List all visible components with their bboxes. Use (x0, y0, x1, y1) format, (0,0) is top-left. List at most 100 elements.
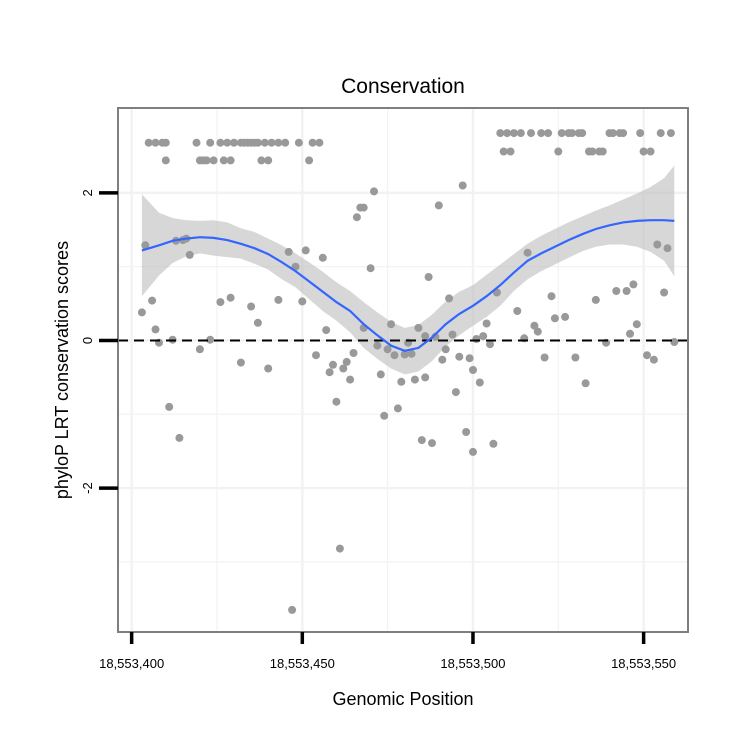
y-tick-label: -2 (80, 482, 95, 494)
data-point (612, 287, 621, 295)
data-point (469, 366, 477, 374)
data-point (407, 349, 416, 358)
data-point (496, 129, 505, 138)
data-point (281, 138, 290, 147)
data-point (141, 241, 150, 250)
data-point (349, 349, 358, 357)
data-point (421, 373, 430, 382)
data-point (397, 377, 406, 386)
data-point (489, 439, 498, 448)
plot-border-layer (117, 107, 689, 633)
data-point (646, 147, 655, 156)
data-point (499, 147, 508, 156)
smooth-line (141, 219, 675, 352)
data-point (660, 288, 669, 297)
data-point (322, 326, 331, 335)
data-point (274, 295, 283, 304)
data-point (475, 378, 484, 387)
data-point (342, 357, 351, 366)
data-point (527, 129, 535, 138)
data-point (513, 307, 522, 315)
data-point (264, 156, 273, 165)
data-point (462, 428, 471, 436)
data-point (588, 147, 597, 156)
data-point (216, 138, 225, 147)
data-point (469, 447, 477, 456)
data-point (335, 544, 344, 553)
data-point (370, 187, 378, 196)
data-point (639, 147, 648, 156)
data-point (445, 294, 454, 303)
smooth-line-layer (141, 219, 675, 352)
data-point (516, 129, 525, 138)
data-point (308, 138, 317, 147)
data-point (506, 147, 515, 156)
data-point (554, 147, 563, 156)
data-point (578, 129, 587, 138)
data-point (226, 156, 235, 165)
y-tick-label: 0 (80, 337, 95, 344)
x-axis: 18,553,400 18,553,450 18,553,500 18,553,550 (99, 632, 676, 671)
data-point (653, 240, 662, 249)
data-point (380, 411, 389, 420)
x-tick-label: 18,553,450 (270, 656, 335, 671)
data-point (523, 248, 532, 257)
data-point (557, 129, 566, 138)
data-point (329, 360, 337, 369)
chart-title: Conservation (341, 75, 465, 98)
plot-border (117, 107, 689, 633)
points-layer (137, 129, 679, 614)
data-point (428, 439, 436, 448)
data-point (533, 327, 542, 336)
data-point (346, 375, 355, 384)
data-point (509, 129, 518, 138)
data-point (298, 297, 307, 306)
data-point (185, 250, 194, 259)
x-axis-label: Genomic Position (332, 689, 473, 709)
data-point (458, 181, 467, 190)
data-point (387, 320, 396, 329)
data-point (619, 129, 628, 138)
data-point (165, 402, 174, 411)
data-point (451, 388, 460, 397)
data-point (434, 201, 443, 210)
data-point (175, 433, 184, 442)
data-point (144, 138, 153, 147)
data-point (151, 138, 160, 147)
data-point (202, 156, 211, 165)
x-tick-label: 18,553,400 (99, 656, 164, 671)
data-point (663, 244, 672, 253)
data-point (400, 350, 409, 359)
data-point (253, 318, 262, 327)
data-point (260, 138, 269, 147)
data-point (325, 368, 334, 377)
data-point (284, 247, 293, 256)
data-point (441, 345, 450, 354)
data-point (632, 320, 641, 329)
data-point (230, 138, 238, 147)
data-point (643, 351, 651, 360)
grid-lines (118, 108, 688, 632)
data-point (571, 353, 580, 362)
data-point (421, 332, 430, 341)
data-point (206, 138, 215, 147)
confidence-ribbon-layer (141, 165, 675, 375)
data-point (537, 129, 546, 138)
data-point (373, 341, 382, 350)
data-point (288, 605, 297, 614)
data-point (192, 138, 201, 147)
data-point (312, 351, 320, 360)
data-point (359, 203, 368, 212)
data-point (547, 292, 556, 301)
data-point (253, 138, 262, 147)
data-point (137, 308, 146, 317)
x-tick-label: 18,553,550 (611, 656, 676, 671)
data-point (294, 138, 303, 147)
y-tick-label: 2 (80, 189, 95, 196)
data-point (216, 298, 225, 307)
data-point (257, 156, 266, 165)
data-point (209, 156, 218, 165)
data-point (472, 335, 481, 343)
data-point (626, 329, 634, 338)
data-point (301, 246, 310, 255)
